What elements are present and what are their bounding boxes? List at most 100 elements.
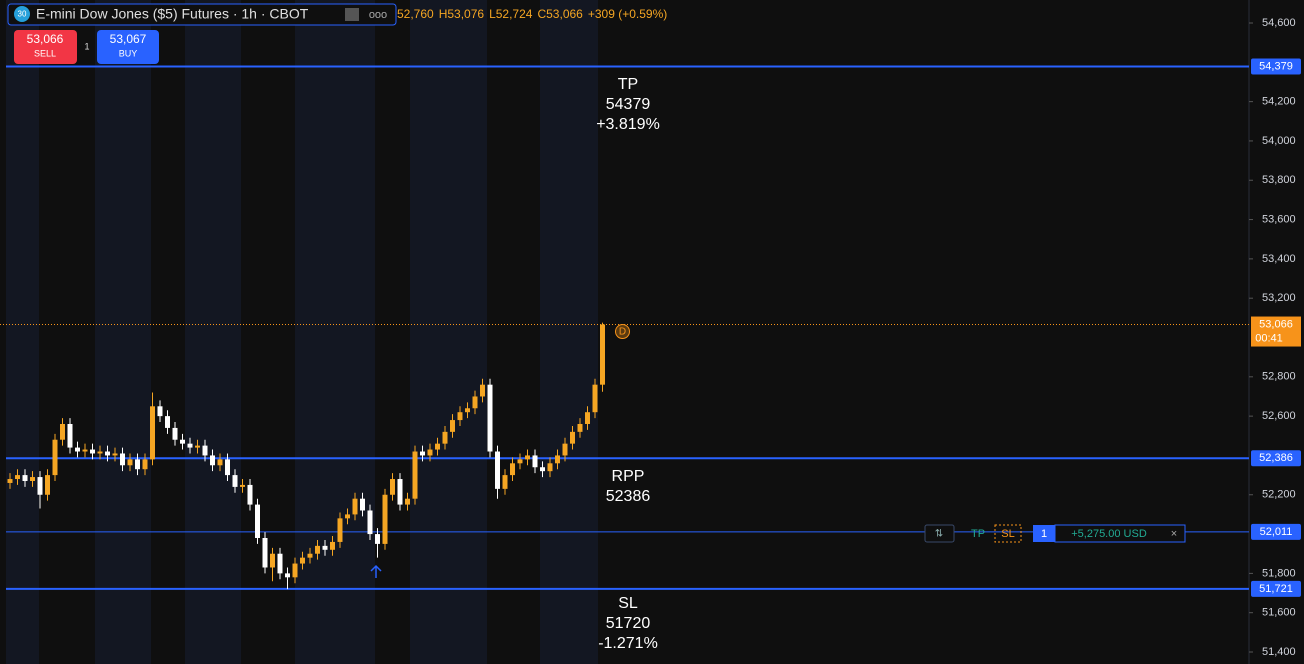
candle-body <box>22 475 28 481</box>
tp-button[interactable]: TP <box>971 528 985 540</box>
candle-body <box>367 510 373 535</box>
y-tick-label: 51,800 <box>1262 567 1296 579</box>
candle-body <box>457 412 463 421</box>
candle-body <box>480 384 485 397</box>
candle-body <box>337 518 343 542</box>
ohlc-header: 52,760 H53,076 L52,724 C53,066 +309 (+0.59%) <box>397 7 667 21</box>
price-level-tag <box>1251 58 1301 75</box>
trade-qty: 1 <box>1041 528 1047 540</box>
candle-body <box>592 384 598 413</box>
session-bands <box>6 0 598 664</box>
symbol-box[interactable] <box>7 3 397 26</box>
candle-body <box>232 475 238 487</box>
candle-body <box>345 514 350 519</box>
annotation: 51720 <box>606 615 651 632</box>
y-tick-label: 54,600 <box>1262 17 1296 29</box>
candle-body <box>315 545 320 554</box>
reverse-button[interactable] <box>924 524 955 543</box>
candle-body <box>105 451 110 456</box>
y-tick-label: 51,400 <box>1262 646 1296 658</box>
buy-button[interactable] <box>97 30 159 64</box>
candle-body <box>585 412 590 424</box>
candle-body <box>555 455 560 464</box>
candle-body <box>600 324 605 385</box>
candle-body <box>172 427 178 440</box>
candle-body <box>322 545 328 550</box>
annotation: 54379 <box>606 96 651 113</box>
flag-icon[interactable] <box>345 8 359 21</box>
candle-body <box>405 498 410 505</box>
y-tick-label: 52,600 <box>1262 410 1296 422</box>
candle-body <box>540 467 545 472</box>
trade-panel: ⇅ TP SL 1 +5,275.00 USD × <box>924 524 1186 543</box>
annotation: -1.271% <box>598 635 658 652</box>
candle-body <box>285 573 290 578</box>
candle-body <box>142 459 148 470</box>
candle-body <box>7 479 13 483</box>
session-band <box>95 0 151 664</box>
sl-box[interactable] <box>994 524 1022 543</box>
candle-body <box>225 459 230 476</box>
candle-body <box>450 420 455 432</box>
candle-body <box>300 557 305 564</box>
candle-body <box>150 406 155 460</box>
y-tick-label: 53,200 <box>1262 292 1296 304</box>
candle-body <box>330 541 335 550</box>
event-marker <box>615 324 630 340</box>
candle-body <box>202 445 208 456</box>
interval-badge <box>14 6 30 22</box>
candle-body <box>487 384 493 452</box>
candle-body <box>270 553 275 568</box>
sell-label: SELL <box>34 48 56 58</box>
candle-body <box>352 498 358 515</box>
candle-body <box>255 504 260 539</box>
candle-body <box>547 463 553 472</box>
session-band <box>295 0 375 664</box>
annotation: RPP <box>612 468 645 485</box>
candle-body <box>67 423 73 448</box>
y-tick-label: 53,400 <box>1262 253 1296 265</box>
candle-body <box>37 477 43 495</box>
candle-body <box>502 475 508 489</box>
candle-body <box>307 553 313 558</box>
candle-body <box>112 453 118 456</box>
y-tick-label: 52,200 <box>1262 489 1296 501</box>
candle-body <box>495 451 500 489</box>
countdown: 00:41 <box>1255 332 1283 344</box>
candle-body <box>472 396 478 409</box>
candle-body <box>390 479 395 495</box>
annotation: SL <box>618 595 638 612</box>
candle-body <box>210 455 215 466</box>
ohlc-value: 52,760 <box>397 7 434 21</box>
candle-body <box>97 451 103 454</box>
candle-body <box>120 453 125 466</box>
candle-body <box>217 459 223 466</box>
candle-body <box>435 443 440 450</box>
candle-body <box>15 475 20 480</box>
candle-body <box>60 423 65 440</box>
session-band <box>540 0 598 664</box>
ohlc-value: H53,076 <box>439 7 485 21</box>
sell-button[interactable] <box>14 30 77 64</box>
sl-button: SL <box>1001 528 1014 540</box>
candle-body <box>262 538 268 568</box>
candle-body <box>157 406 163 417</box>
candle-body <box>360 498 365 511</box>
candle-body <box>195 445 200 448</box>
more-icon[interactable]: ooo <box>369 9 387 21</box>
event-marker-label: D <box>619 327 626 338</box>
close-trade[interactable]: × <box>1171 528 1177 540</box>
buy-price: 53,067 <box>110 32 147 46</box>
interval-badge-text: 30 <box>18 10 27 19</box>
price-level-label: 51,721 <box>1259 583 1293 595</box>
signal-arrow <box>370 564 382 578</box>
pnl-box <box>1054 524 1186 543</box>
y-tick-label: 52,800 <box>1262 371 1296 383</box>
annotation: +3.819% <box>596 116 660 133</box>
annotation: 52386 <box>606 488 651 505</box>
candle-body <box>82 449 88 452</box>
session-band <box>185 0 241 664</box>
candle-body <box>292 563 298 578</box>
candle-body <box>277 553 283 574</box>
